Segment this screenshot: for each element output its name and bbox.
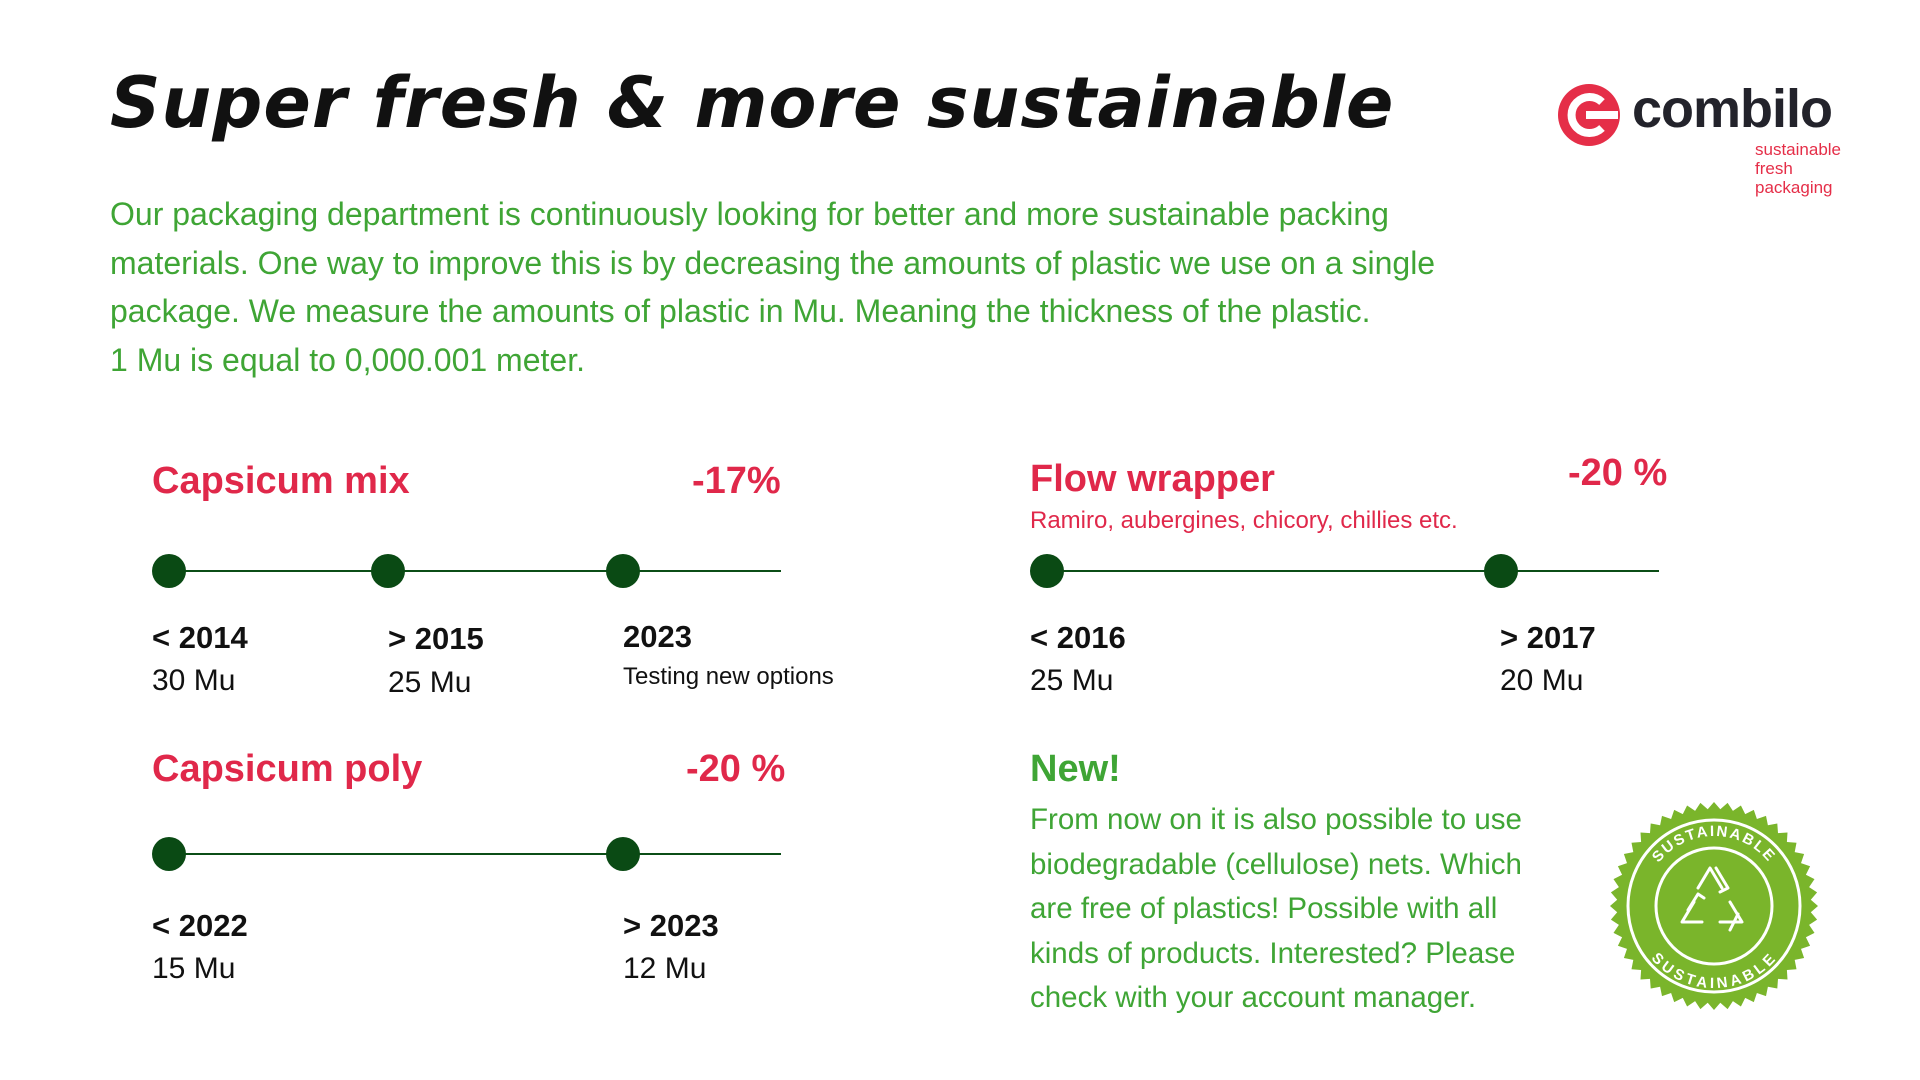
sustainable-badge: SUSTAINABLE SUSTAINABLE — [1610, 802, 1818, 1010]
timeline-dot — [152, 837, 186, 871]
new-section-line: biodegradable (cellulose) nets. Which — [1030, 847, 1522, 881]
capsicum-poly-title: Capsicum poly — [152, 748, 423, 790]
timeline-label: 2023 — [623, 619, 692, 654]
timeline-label: > 2017 — [1500, 620, 1596, 655]
timeline-label: > 2015 — [388, 621, 484, 656]
timeline-label: > 2023 — [623, 908, 719, 943]
intro-line: materials. One way to improve this is by… — [110, 244, 1436, 281]
logo-tagline-line: fresh — [1755, 159, 1793, 178]
timeline-dot — [371, 554, 405, 588]
flow-wrapper-reduction: -20 % — [1568, 452, 1668, 494]
new-section-line: kinds of products. Interested? Please — [1030, 936, 1516, 970]
intro-line: package. We measure the amounts of plast… — [110, 293, 1371, 329]
page-title: Super fresh & more sustainable — [110, 62, 1395, 144]
new-section-line: check with your account manager. — [1030, 981, 1477, 1014]
logo-tagline-line: sustainable — [1755, 140, 1842, 159]
flow-wrapper-title: Flow wrapper — [1030, 458, 1275, 500]
combilo-c-logo-icon — [1558, 84, 1620, 146]
new-section-text: From now on it is also possible to use b… — [1030, 798, 1590, 1021]
new-section-title: New! — [1030, 748, 1121, 790]
timeline-dot — [606, 554, 640, 588]
recycle-icon — [1680, 866, 1744, 932]
timeline-value: 25 Mu — [388, 666, 472, 699]
logo-wordmark: combilo — [1632, 79, 1833, 139]
timeline-dot — [606, 837, 640, 871]
timeline-value: 20 Mu — [1500, 664, 1584, 697]
intro-paragraph: Our packaging department is continuously… — [110, 190, 1610, 384]
intro-line: 1 Mu is equal to 0,000.001 meter. — [110, 341, 585, 378]
capsicum-mix-reduction: -17% — [692, 460, 781, 502]
timeline-dot — [1484, 554, 1518, 588]
intro-line: Our packaging department is continuously… — [110, 196, 1389, 232]
timeline-label: < 2016 — [1030, 620, 1126, 655]
timeline-note: Testing new options — [623, 663, 834, 690]
timeline-label: < 2014 — [152, 620, 248, 655]
new-section-line: are free of plastics! Possible with all — [1030, 892, 1498, 925]
timeline-value: 25 Mu — [1030, 664, 1114, 697]
timeline-dot — [152, 554, 186, 588]
new-section-line: From now on it is also possible to use — [1030, 803, 1522, 836]
timeline-dot — [1030, 554, 1064, 588]
timeline-value: 12 Mu — [623, 952, 707, 985]
capsicum-mix-title: Capsicum mix — [152, 460, 410, 502]
flow-wrapper-timeline-line — [1047, 570, 1659, 572]
capsicum-poly-reduction: -20 % — [686, 748, 786, 790]
timeline-value: 15 Mu — [152, 952, 236, 985]
capsicum-poly-timeline-line — [169, 853, 781, 855]
capsicum-mix-timeline-line — [169, 570, 781, 572]
flow-wrapper-subtitle: Ramiro, aubergines, chicory, chillies et… — [1030, 507, 1458, 534]
timeline-value: 30 Mu — [152, 664, 236, 697]
logo-tagline: sustainable fresh packaging — [1755, 140, 1841, 197]
timeline-label: < 2022 — [152, 908, 248, 943]
logo-tagline-line: packaging — [1755, 178, 1833, 197]
